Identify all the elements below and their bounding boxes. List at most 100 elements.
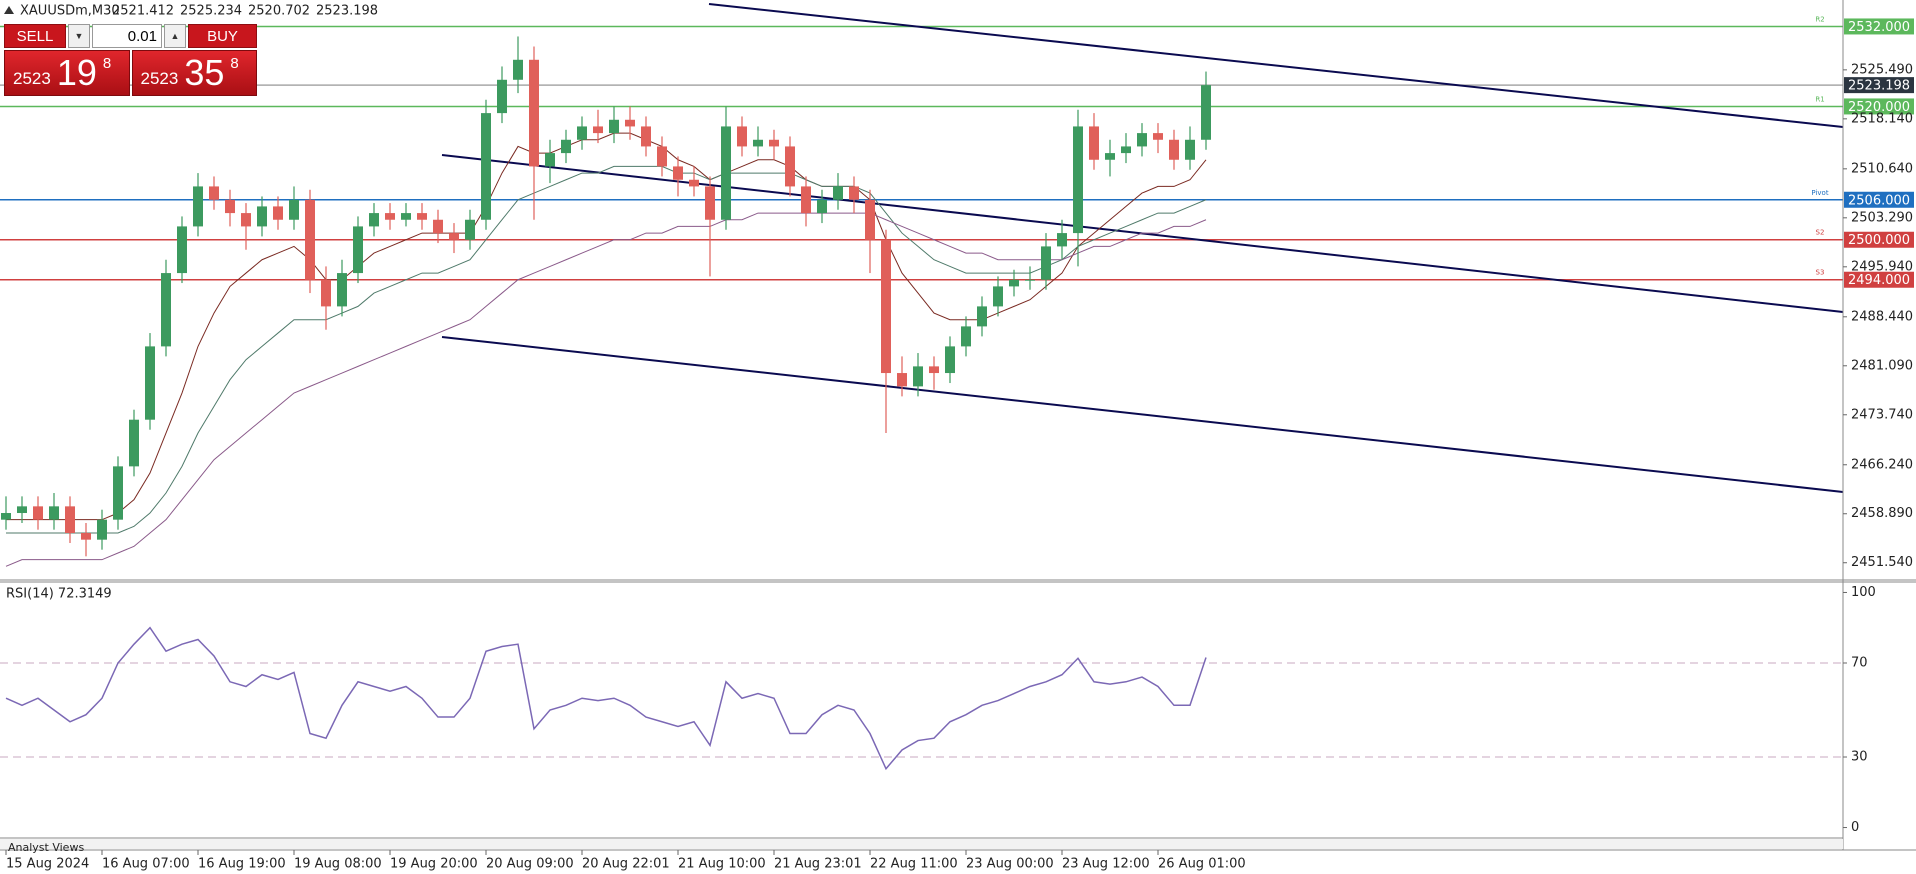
candle-body xyxy=(721,126,731,220)
candle-body xyxy=(545,153,555,167)
candle-body xyxy=(1025,279,1035,281)
candle-body xyxy=(1169,139,1179,160)
y-tick-label: 2510.640 xyxy=(1851,161,1913,176)
y-tick-label: 70 xyxy=(1851,655,1868,670)
x-tick-label: 26 Aug 01:00 xyxy=(1158,857,1246,872)
rsi-line xyxy=(5,626,1207,771)
candle-body xyxy=(353,226,363,274)
candle-body xyxy=(481,113,491,220)
candle-body xyxy=(641,126,651,147)
candle-body xyxy=(673,166,683,180)
level-label-box xyxy=(1844,231,1914,248)
y-tick-label: 2488.440 xyxy=(1851,309,1913,324)
candle-body xyxy=(17,506,27,514)
x-tick-label: 16 Aug 19:00 xyxy=(198,857,286,872)
moving-average xyxy=(6,165,1207,534)
candle-body xyxy=(49,506,59,520)
level-label-box xyxy=(1844,77,1914,94)
candle-body xyxy=(65,506,75,534)
candle-body xyxy=(833,186,843,200)
y-tick-label: 2481.090 xyxy=(1851,358,1913,373)
candle-body xyxy=(257,206,267,227)
candle-body xyxy=(385,213,395,220)
symbol-label: XAUUSDm,M30 xyxy=(20,4,120,19)
ohlc-open: 2521.412 xyxy=(112,4,174,19)
ask-big: 2523 xyxy=(140,69,179,88)
buy-button[interactable]: BUY xyxy=(188,24,257,48)
x-tick-label: 16 Aug 07:00 xyxy=(102,857,190,872)
trend-line xyxy=(708,3,1844,128)
ohlc-high: 2525.234 xyxy=(180,4,242,19)
candle-body xyxy=(497,79,507,114)
lot-input[interactable]: 0.01 xyxy=(92,24,162,48)
y-tick-label: 2518.140 xyxy=(1851,111,1913,126)
lot-up[interactable]: ▲ xyxy=(164,24,186,48)
candle-body xyxy=(1009,279,1019,287)
candle-body xyxy=(609,119,619,134)
sell-button[interactable]: SELL xyxy=(4,24,66,48)
candle-body xyxy=(1201,85,1211,140)
candle-body xyxy=(897,373,907,387)
moving-average xyxy=(6,132,1207,521)
candle-body xyxy=(337,273,347,307)
y-tick-label: 2495.940 xyxy=(1851,259,1913,274)
candle-body xyxy=(209,186,219,200)
bid-price[interactable]: 2523 19 8 xyxy=(4,50,130,96)
candle-body xyxy=(705,186,715,220)
candle-body xyxy=(177,226,187,274)
candle-body xyxy=(1105,153,1115,160)
level-label: 2532.000 xyxy=(1848,20,1910,35)
y-tick-label: 2458.890 xyxy=(1851,506,1913,521)
candle-body xyxy=(273,206,283,220)
candle-body xyxy=(849,186,859,200)
ask-pips: 35 xyxy=(184,52,225,93)
candle-body xyxy=(433,219,443,234)
candle-body xyxy=(513,59,523,80)
y-tick-label: 2451.540 xyxy=(1851,555,1913,570)
candle-body xyxy=(1153,133,1163,140)
level-label: 2506.000 xyxy=(1848,193,1910,208)
level-label-box xyxy=(1844,18,1914,35)
ohlc-close: 2523.198 xyxy=(316,4,378,19)
level-label: 2523.198 xyxy=(1848,79,1910,94)
candle-body xyxy=(33,506,43,520)
moving-average xyxy=(5,212,1207,567)
candle-body xyxy=(913,366,923,387)
bid-big: 2523 xyxy=(13,69,51,88)
bottom-tab-strip xyxy=(0,839,1843,849)
candle-body xyxy=(865,199,875,240)
candle-body xyxy=(577,126,587,140)
candle-body xyxy=(1137,133,1147,147)
trend-line xyxy=(441,336,1844,493)
candle-body xyxy=(881,239,891,374)
collapse-icon[interactable] xyxy=(4,6,14,14)
level-label: 2494.000 xyxy=(1848,273,1910,288)
x-tick-label: 19 Aug 08:00 xyxy=(294,857,382,872)
x-tick-label: 23 Aug 00:00 xyxy=(966,857,1054,872)
bottom-tab[interactable]: Analyst Views xyxy=(8,841,84,854)
x-tick-label: 22 Aug 11:00 xyxy=(870,857,958,872)
candle-body xyxy=(977,306,987,327)
bid-fraction: 8 xyxy=(102,55,112,72)
candle-body xyxy=(929,366,939,374)
level-tag: S3 xyxy=(1816,269,1825,277)
candle-body xyxy=(161,273,171,347)
ask-price[interactable]: 2523 35 8 xyxy=(131,50,257,96)
lot-down[interactable]: ▼ xyxy=(68,24,90,48)
trade-row: SELL ▼ 0.01 ▲ BUY xyxy=(4,24,257,48)
candle-body xyxy=(737,126,747,147)
candle-body xyxy=(449,233,459,240)
candle-body xyxy=(305,199,315,280)
candle-body xyxy=(129,419,139,467)
candle-body xyxy=(817,199,827,214)
candle-body xyxy=(753,139,763,147)
candle-body xyxy=(289,199,299,220)
candle-body xyxy=(369,213,379,227)
rsi-title: RSI(14) 72.3149 xyxy=(6,587,112,602)
y-tick-label: 2466.240 xyxy=(1851,457,1913,472)
y-tick-label: 2473.740 xyxy=(1851,407,1913,422)
candle-body xyxy=(1073,126,1083,234)
